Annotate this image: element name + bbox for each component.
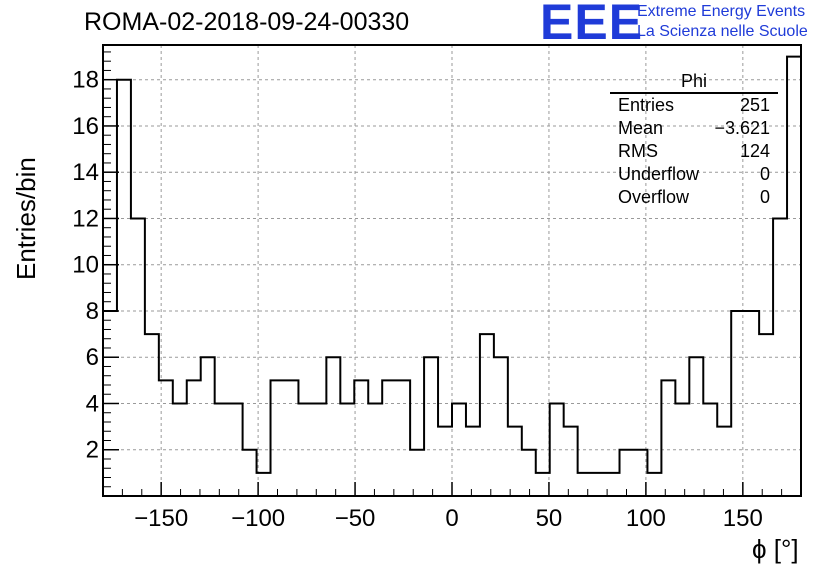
stats-value: 0 bbox=[759, 187, 770, 207]
x-tick-label: 0 bbox=[445, 505, 458, 532]
stats-label: Mean bbox=[618, 118, 664, 138]
y-axis-label: Entries/bin bbox=[11, 157, 41, 280]
x-tick-label: 50 bbox=[536, 505, 563, 532]
y-tick-label: 14 bbox=[72, 159, 99, 186]
y-tick-label: 8 bbox=[86, 298, 99, 325]
stats-box: Phi Entries 251 Mean −3.621 RMS 124 Unde… bbox=[610, 70, 778, 209]
stats-value: −3.621 bbox=[714, 118, 770, 138]
stats-label: Underflow bbox=[618, 164, 700, 184]
logo-line-2: La Scienza nelle Scuole bbox=[637, 23, 808, 40]
stats-row-entries: Entries 251 bbox=[610, 94, 778, 117]
y-axis-label-wrap: Entries/bin bbox=[6, 157, 41, 280]
x-axis-label: ϕ [°] bbox=[752, 534, 799, 564]
stats-label: RMS bbox=[618, 141, 658, 161]
y-tick-label: 12 bbox=[72, 205, 99, 232]
stats-row-overflow: Overflow 0 bbox=[610, 186, 778, 209]
stats-row-underflow: Underflow 0 bbox=[610, 163, 778, 186]
stats-row-rms: RMS 124 bbox=[610, 140, 778, 163]
y-tick-label: 6 bbox=[86, 344, 99, 371]
y-tick-label: 18 bbox=[72, 67, 99, 94]
stats-box-title: Phi bbox=[610, 70, 778, 94]
stats-value: 251 bbox=[739, 95, 770, 115]
eee-logo: EEE bbox=[540, 0, 644, 50]
y-tick-label: 10 bbox=[72, 252, 99, 279]
axis-ticks bbox=[102, 51, 802, 496]
x-tick-label: −150 bbox=[134, 505, 188, 532]
chart-title: ROMA-02-2018-09-24-00330 bbox=[84, 8, 410, 36]
x-tick-label: −100 bbox=[231, 505, 285, 532]
stats-label: Entries bbox=[618, 95, 675, 115]
stats-value: 0 bbox=[759, 164, 770, 184]
stats-value: 124 bbox=[739, 141, 770, 161]
x-tick-label: 100 bbox=[626, 505, 666, 532]
y-tick-label: 4 bbox=[86, 390, 99, 417]
x-tick-label: 150 bbox=[723, 505, 763, 532]
histogram-series bbox=[102, 55, 802, 496]
y-tick-label: 2 bbox=[86, 437, 99, 464]
y-tick-label: 16 bbox=[72, 113, 99, 140]
logo-line-1: Extreme Energy Events bbox=[637, 3, 806, 20]
eee-logo-text: Extreme Energy Events La Scienza nelle S… bbox=[637, 2, 808, 42]
axis-tick-labels: −150 −100 −50 0 50 100 150 2 4 6 8 10 12 14 16 18 bbox=[72, 67, 763, 532]
stats-row-mean: Mean −3.621 bbox=[610, 117, 778, 140]
stats-label: Overflow bbox=[618, 187, 690, 207]
x-tick-label: −50 bbox=[335, 505, 376, 532]
